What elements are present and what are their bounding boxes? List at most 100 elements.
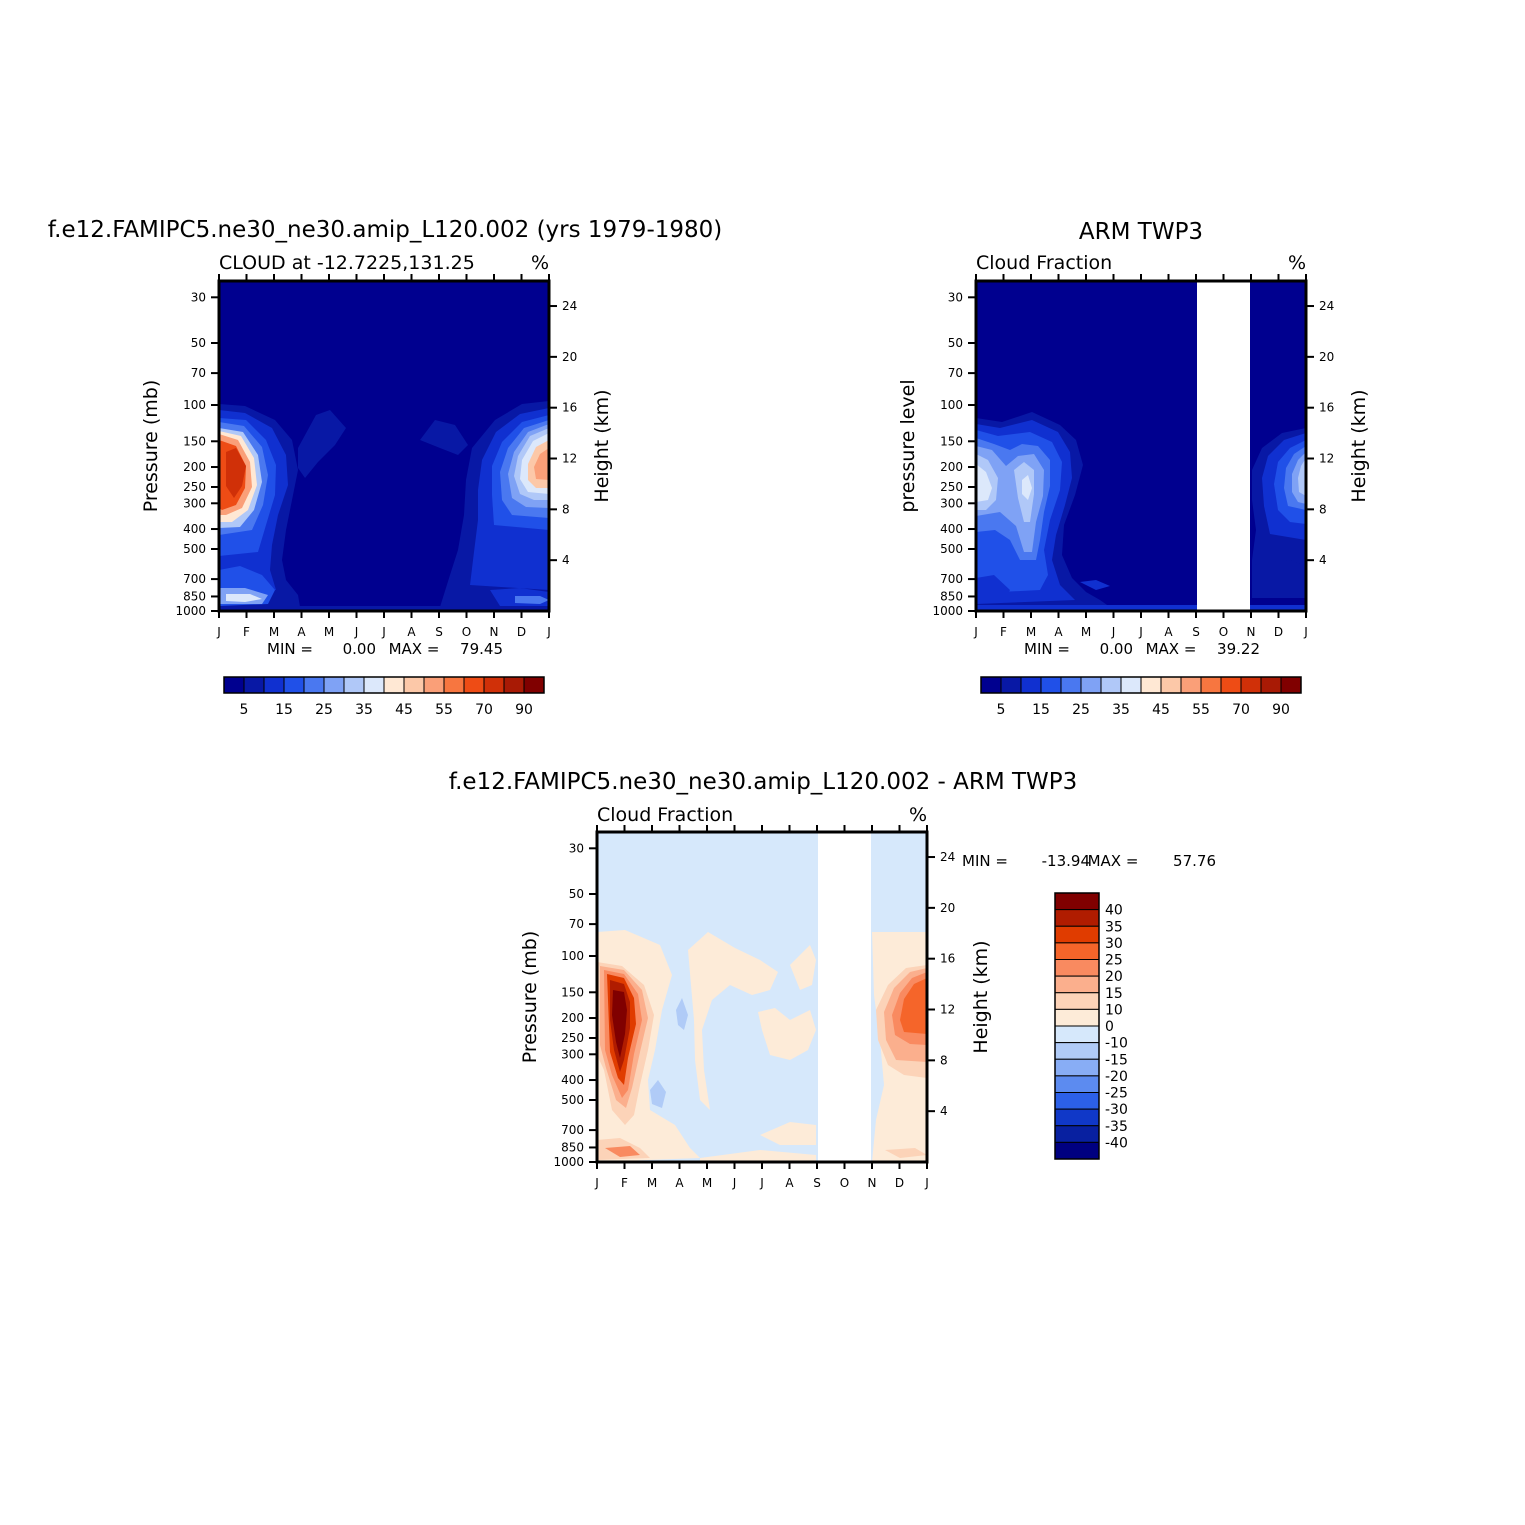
x-tick-label: A (1164, 625, 1173, 639)
x-tick-label: N (1247, 625, 1256, 639)
x-tick-label: O (1219, 625, 1228, 639)
contour-level (758, 1008, 816, 1060)
contour-level (885, 1148, 927, 1158)
colorbar-box (1054, 1042, 1100, 1060)
y-tick-label: 150 (183, 434, 206, 448)
colorbar-label: 70 (1232, 702, 1250, 718)
panel-diff: f.e12.FAMIPC5.ne30_ne30.amip_L120.002 - … (449, 769, 1216, 1190)
colorbar-label: 40 (1105, 903, 1123, 919)
colorbar-label: -35 (1105, 1119, 1128, 1135)
max-value: 79.45 (460, 640, 503, 658)
colorbar-box (323, 676, 345, 694)
y-tick-label: 250 (940, 480, 963, 494)
x-tick-label: J (381, 625, 386, 639)
y-tick-label: 700 (940, 572, 963, 586)
colorbar-box (1160, 676, 1182, 694)
colorbar-label: -25 (1105, 1086, 1128, 1102)
y2-axis-label: Height (km) (1348, 389, 1370, 502)
colorbar-box (1054, 925, 1100, 944)
contour-level (976, 605, 1306, 611)
y-tick-label: 70 (191, 366, 206, 380)
colorbar-box (980, 676, 1002, 694)
y-tick-label: 70 (569, 917, 584, 931)
y2-tick-label: 24 (940, 850, 955, 864)
axes: J F M A M J J A S O N D J 30 50 70 100 150 200 250 300 400 500… (175, 274, 577, 639)
panel-title: f.e12.FAMIPC5.ne30_ne30.amip_L120.002 - … (449, 769, 1078, 795)
panel-title: ARM TWP3 (1079, 219, 1203, 245)
colorbar-box (1054, 909, 1100, 927)
colorbar-box (343, 676, 365, 694)
colorbar-box (1100, 676, 1122, 694)
x-tick-label: A (297, 625, 306, 639)
colorbar-box (223, 676, 245, 694)
y2-axis-label: Height (km) (591, 389, 613, 502)
colorbar-box (483, 676, 505, 694)
colorbar-box (1054, 892, 1100, 911)
panel-left-string: Cloud Fraction (976, 252, 1112, 274)
colorbar-box (1280, 676, 1302, 694)
x-tick-label: J (924, 1176, 929, 1190)
contour-field (597, 832, 927, 1162)
contour-level (226, 594, 262, 602)
colorbar-box (1054, 1108, 1100, 1127)
missing-data-region (1197, 282, 1250, 610)
x-tick-label: M (1081, 625, 1091, 639)
colorbar-box (1000, 676, 1022, 694)
colorbar-label: 15 (1105, 986, 1123, 1002)
x-tick-label: J (1138, 625, 1143, 639)
colorbar-box (1054, 1092, 1100, 1110)
colorbar-box (443, 676, 465, 694)
x-tick-label: O (840, 1176, 849, 1190)
colorbar-box (1260, 676, 1282, 694)
colorbar-label: -15 (1105, 1052, 1128, 1068)
colorbar-box (1054, 1008, 1100, 1027)
panel-units: % (531, 252, 549, 274)
x-tick-label: J (546, 625, 551, 639)
min-value: -13.94 (1042, 852, 1090, 870)
colorbar-frame (223, 676, 545, 694)
colorbar: 5 15 25 35 45 55 70 90 (223, 676, 545, 718)
colorbar-label: 0 (1105, 1019, 1114, 1035)
colorbar-box (1054, 942, 1100, 960)
colorbar-label: 35 (355, 702, 373, 718)
y2-tick-label: 16 (940, 952, 955, 966)
colorbar-box (1200, 676, 1222, 694)
y-tick-label: 500 (940, 542, 963, 556)
colorbar-label: 35 (1112, 702, 1130, 718)
colorbar-label: 45 (1152, 702, 1170, 718)
x-tick-label: M (269, 625, 279, 639)
contour-level (900, 978, 927, 1034)
y-tick-label: 50 (191, 336, 206, 350)
colorbar-box (1180, 676, 1202, 694)
y-tick-label: 250 (183, 480, 206, 494)
x-tick-label: N (490, 625, 499, 639)
contour-level (790, 945, 816, 990)
x-tick-label: S (435, 625, 443, 639)
x-tick-label: J (973, 625, 978, 639)
x-tick-label: A (785, 1176, 794, 1190)
colorbar-label: -30 (1105, 1102, 1128, 1118)
y2-tick-label: 12 (562, 452, 577, 466)
colorbar-label: 90 (1272, 702, 1290, 718)
y-tick-label: 150 (940, 434, 963, 448)
y-tick-label: 30 (948, 290, 963, 304)
x-tick-label: J (216, 625, 221, 639)
min-label: MIN = (962, 852, 1008, 870)
y-tick-label: 250 (561, 1031, 584, 1045)
colorbar-label: -20 (1105, 1069, 1128, 1085)
colorbar-label: 55 (1192, 702, 1210, 718)
y-tick-label: 30 (191, 290, 206, 304)
max-label: MAX = (1088, 852, 1139, 870)
colorbar-label: -10 (1105, 1036, 1128, 1052)
contour-level (1022, 475, 1032, 500)
contour-level (226, 448, 246, 498)
colorbar-box (1054, 1125, 1100, 1143)
contour-level (219, 606, 549, 611)
contour-level (650, 1080, 666, 1108)
contour-level (1252, 560, 1306, 598)
y-tick-label: 50 (569, 887, 584, 901)
colorbar-box (423, 676, 445, 694)
y-tick-label: 1000 (175, 604, 206, 618)
x-tick-label: D (1274, 625, 1283, 639)
